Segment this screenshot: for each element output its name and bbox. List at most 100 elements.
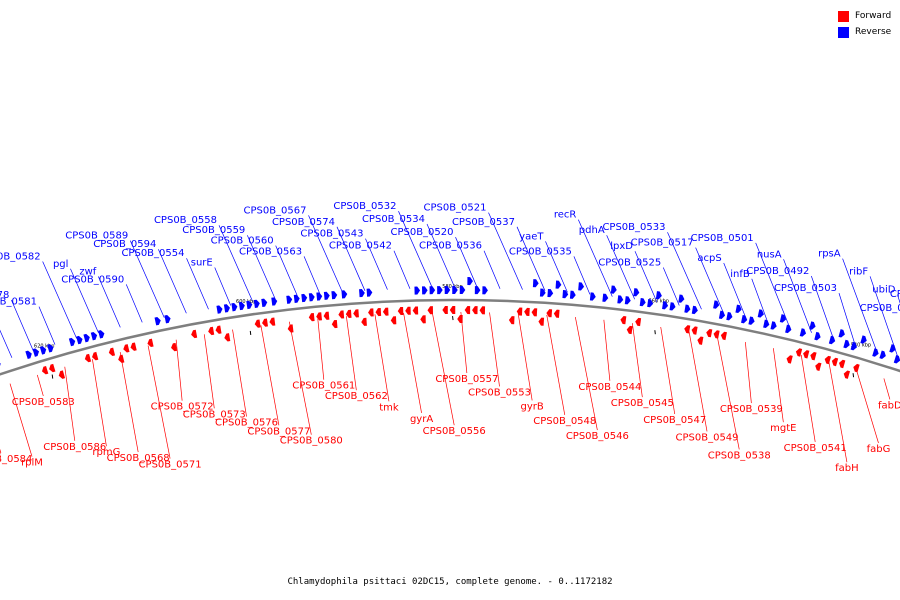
gene-label: CPS0B_0558 <box>154 215 217 226</box>
reverse-gene-arrow <box>0 363 1 366</box>
reverse-gene-arrow <box>748 316 755 325</box>
gene-label: CPS0B_0568 <box>107 453 170 464</box>
reverse-gene-arrow <box>735 304 742 314</box>
forward-gene-arrow <box>345 309 352 318</box>
forward-gene-arrow <box>338 310 345 319</box>
reverse-gene-arrow <box>779 314 787 323</box>
reverse-gene-arrow <box>809 321 816 330</box>
reverse-gene-arrow <box>76 335 83 345</box>
leader-line <box>426 223 456 289</box>
gene-label: CPS0B_0556 <box>423 426 486 437</box>
gene-label: CPS0B_0513 <box>890 289 900 300</box>
leader-line <box>11 299 34 352</box>
forward-gene-arrow <box>684 325 691 334</box>
forward-gene-arrow <box>635 317 642 327</box>
gene-label: CPS0B_0537 <box>452 217 515 228</box>
forward-gene-arrow <box>843 370 851 379</box>
forward-gene-arrow <box>316 312 322 321</box>
gene-label: CPS0B_0586 <box>43 442 106 453</box>
reverse-gene-arrow <box>799 328 807 337</box>
reverse-gene-arrow <box>850 341 857 351</box>
gene-label: infB <box>730 269 750 280</box>
leader-line <box>374 314 390 402</box>
reverse-gene-arrow <box>164 314 171 324</box>
reverse-gene-arrow <box>893 355 900 364</box>
gene-label: pgl <box>53 259 68 270</box>
forward-gene-arrow <box>464 306 471 315</box>
leader-line <box>662 267 680 306</box>
gene-label: CPS0B_0594 <box>93 239 156 250</box>
gene-label: nusA <box>757 249 782 260</box>
reverse-gene-arrow <box>238 301 245 311</box>
reverse-gene-arrow <box>828 335 836 345</box>
leader-line <box>667 232 702 310</box>
forward-gene-arrow <box>449 306 456 315</box>
leader-line <box>36 374 44 397</box>
forward-gene-arrow <box>531 308 538 317</box>
forward-gene-arrow <box>331 319 338 329</box>
forward-gene-arrow <box>412 306 419 315</box>
leader-line <box>260 325 280 426</box>
gene-label: CPS0B_0559 <box>182 225 245 236</box>
gene-label: lpxD <box>610 241 633 252</box>
leader-line <box>203 334 215 409</box>
leader-line <box>577 219 613 297</box>
reverse-gene-arrow <box>770 321 777 330</box>
forward-gene-arrow <box>224 333 231 342</box>
leader-line <box>455 237 478 289</box>
forward-gene-arrow <box>390 316 397 325</box>
leader-line <box>517 313 533 401</box>
gene-label: CPS0B_0547 <box>643 415 706 426</box>
gene-label: CPS0B_0577 <box>247 426 310 437</box>
forward-gene-arrow <box>353 309 359 318</box>
reverse-gene-arrow <box>718 310 726 319</box>
forward-gene-arrow <box>691 326 698 335</box>
gene-label: CPS0B_0534 <box>362 214 425 225</box>
leader-line <box>828 362 848 463</box>
leader-line <box>545 241 568 293</box>
forward-gene-arrow <box>713 330 720 339</box>
gene-label: CPS0B_0592 <box>0 451 1 462</box>
leader-line <box>175 339 183 401</box>
gene-label: CPS0B_0576 <box>215 418 278 429</box>
reverse-gene-arrow <box>763 319 770 329</box>
leader-line <box>129 240 165 318</box>
gene-label: CPS0B_0584 <box>0 454 32 465</box>
gene-label: CPS0B_0572 <box>151 402 214 413</box>
gene-label: fabD <box>878 400 900 411</box>
leader-line <box>483 250 501 289</box>
gene-label: CPS0B_0521 <box>423 203 486 214</box>
legend-reverse: Reverse <box>838 24 891 40</box>
forward-gene-arrow <box>697 336 704 345</box>
forward-gene-arrow <box>41 365 49 375</box>
forward-gene-arrow <box>382 307 389 316</box>
leader-line <box>695 247 724 314</box>
tick-mark <box>452 315 454 321</box>
gene-label: surE <box>191 258 213 269</box>
reverse-gene-arrow <box>602 293 609 302</box>
reverse-gene-arrow <box>843 339 850 349</box>
leader-line <box>631 323 643 398</box>
reverse-gene-arrow <box>691 305 698 315</box>
leader-line <box>723 262 747 318</box>
reverse-gene-arrow <box>223 304 230 313</box>
gene-label: zwf <box>79 266 96 277</box>
leader-line <box>856 369 879 444</box>
leader-line <box>745 342 752 404</box>
reverse-gene-arrow <box>459 286 466 295</box>
reverse-gene-arrow <box>639 297 646 307</box>
forward-gene-arrow <box>546 309 553 318</box>
gene-label: ribF <box>849 266 868 277</box>
legend-forward: Forward <box>838 8 891 24</box>
forward-gene-arrow <box>524 307 530 316</box>
leader-line <box>317 318 325 380</box>
forward-gene-arrow <box>815 362 822 372</box>
leader-line <box>247 235 276 300</box>
gene-label: CPS0B_0554 <box>121 248 184 259</box>
leader-line <box>603 319 611 381</box>
gene-label: CPS0B_0567 <box>243 205 306 216</box>
leader-line <box>546 314 566 416</box>
reverse-gene-arrow <box>452 286 458 295</box>
reverse-gene-arrow <box>421 286 428 295</box>
leader-line <box>125 284 143 323</box>
